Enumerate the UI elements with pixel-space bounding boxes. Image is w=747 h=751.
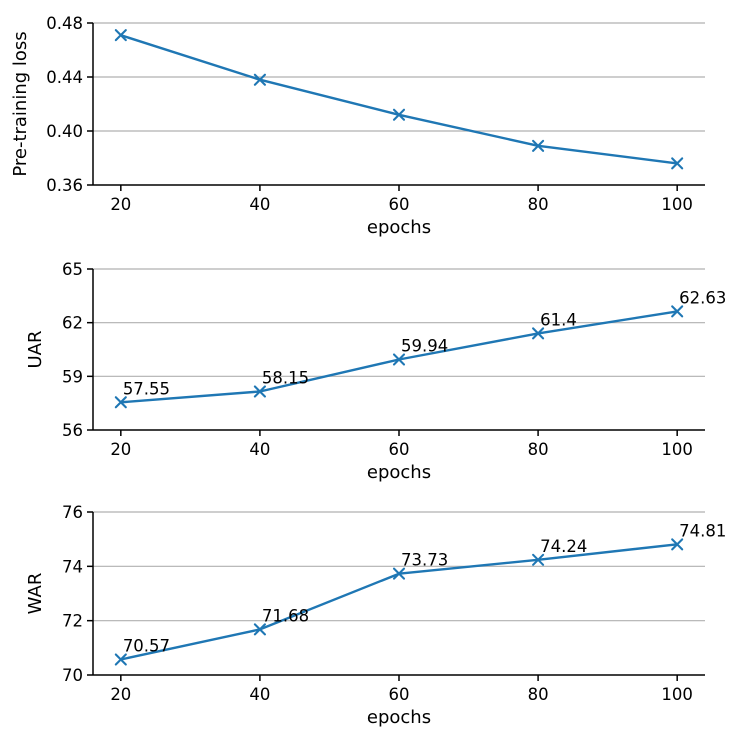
y-axis-label: UAR: [25, 331, 46, 369]
x-tick-label: 20: [110, 195, 131, 214]
series-line: [120, 310, 678, 404]
series-line: [120, 543, 678, 661]
x-tick-label: 60: [389, 440, 410, 459]
data-point-label: 70.57: [123, 637, 170, 656]
x-tick-label: 100: [661, 195, 693, 214]
y-tick-label: 56: [62, 421, 83, 440]
chart-pre-training-loss: 0.36 0.40 0.44 0.48 20 40 60 80 100 epochs Pre-tra…: [10, 14, 705, 238]
x-tick-label: 20: [110, 685, 131, 704]
x-axis-label: epochs: [367, 707, 431, 728]
x-tick-label: 40: [249, 685, 270, 704]
x-axis-label: epochs: [367, 462, 431, 483]
y-tick-label: 0.40: [46, 122, 83, 141]
data-point-marker: [532, 553, 545, 566]
data-point-marker: [114, 396, 127, 409]
data-point-marker: [392, 353, 406, 366]
data-point-label: 74.81: [679, 521, 726, 540]
data-point-marker: [671, 305, 684, 318]
y-tick-label: 59: [62, 367, 83, 386]
y-tick-label: 72: [62, 612, 83, 631]
data-point-marker: [392, 108, 406, 121]
y-tick-label: 0.48: [46, 14, 83, 33]
y-tick-label: 74: [62, 557, 83, 576]
data-point-marker: [253, 623, 266, 636]
chart-uar: 56 59 62 65 20 40 60 80 100 57.55 58.15 59.94 61.4 62…: [25, 260, 726, 483]
x-tick-label: 80: [528, 685, 549, 704]
data-point-marker: [671, 157, 684, 170]
data-point-label: 59.94: [401, 337, 448, 356]
x-tick-label: 40: [249, 440, 270, 459]
y-tick-label: 0.36: [46, 176, 83, 195]
x-tick-label: 20: [110, 440, 131, 459]
data-point-marker: [532, 327, 545, 340]
x-tick-label: 60: [389, 195, 410, 214]
data-point-label: 61.4: [540, 310, 577, 329]
data-point-marker: [253, 73, 266, 86]
data-point-marker: [114, 653, 127, 666]
y-tick-label: 70: [62, 666, 83, 685]
data-point-label: 73.73: [401, 551, 448, 570]
x-tick-label: 100: [661, 440, 693, 459]
data-point-label: 71.68: [262, 606, 309, 625]
data-point-label: 57.55: [123, 379, 170, 398]
y-tick-label: 0.44: [46, 68, 83, 87]
data-point-label: 74.24: [540, 537, 587, 556]
data-point-marker: [253, 385, 266, 398]
x-tick-label: 80: [528, 195, 549, 214]
data-point-marker: [392, 567, 406, 580]
x-axis-label: epochs: [367, 217, 431, 238]
data-point-label: 62.63: [679, 288, 726, 307]
y-tick-label: 65: [62, 260, 83, 279]
x-tick-label: 40: [249, 195, 270, 214]
data-point-label: 58.15: [262, 369, 309, 388]
x-tick-label: 100: [661, 685, 693, 704]
series-line: [120, 34, 678, 165]
y-axis-label: WAR: [25, 573, 46, 615]
y-axis-label: Pre-training loss: [10, 31, 31, 176]
y-tick-label: 62: [62, 314, 83, 333]
chart-war: 70 72 74 76 20 40 60 80 100 70.57 71.68 73.73 74.24 7…: [25, 503, 726, 728]
y-tick-label: 76: [62, 503, 83, 522]
x-tick-label: 60: [389, 685, 410, 704]
data-point-marker: [671, 538, 684, 551]
x-tick-label: 80: [528, 440, 549, 459]
data-point-marker: [532, 139, 545, 152]
data-point-marker: [114, 29, 127, 42]
